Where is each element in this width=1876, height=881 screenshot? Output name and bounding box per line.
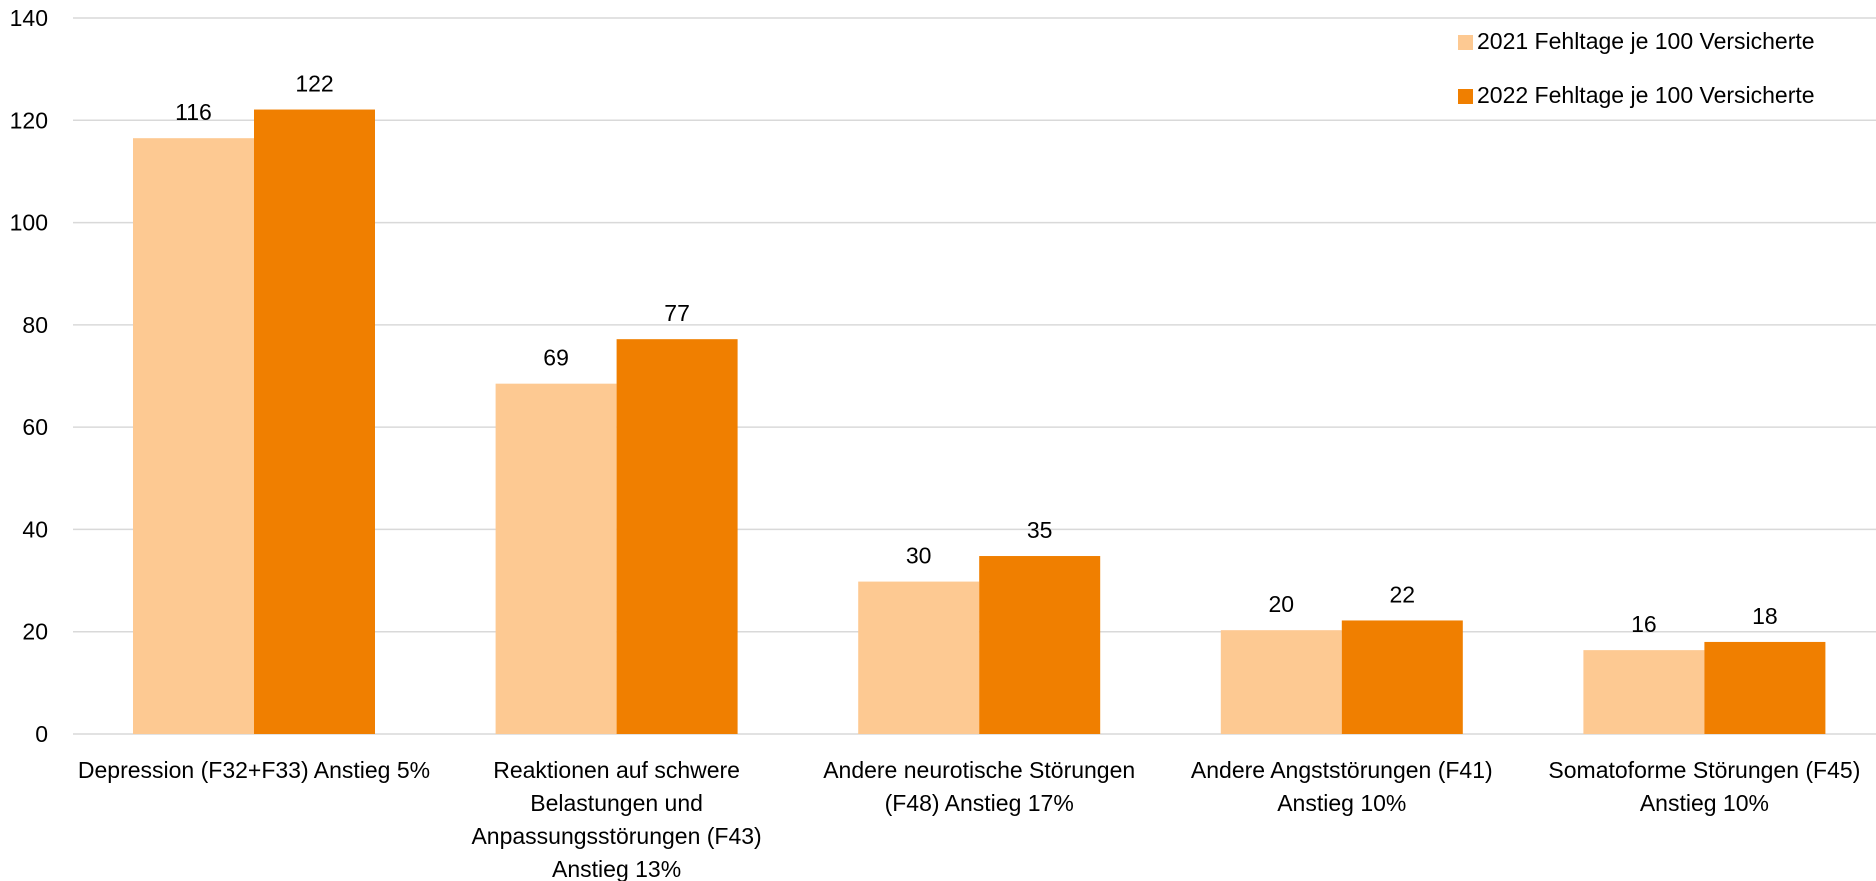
y-tick-label: 140 — [10, 5, 48, 31]
bars — [133, 109, 1826, 734]
data-label: 16 — [1631, 611, 1657, 637]
bar-2022-cat-0 — [254, 109, 375, 734]
y-tick-label: 100 — [10, 210, 48, 236]
data-label: 35 — [1027, 517, 1053, 543]
legend-label: 2022 Fehltage je 100 Versicherte — [1477, 82, 1815, 108]
x-category-label-line: Andere neurotische Störungen — [823, 757, 1135, 783]
x-category-label-line: Anstieg 10% — [1277, 790, 1406, 816]
bar-2022-cat-3 — [1341, 620, 1463, 734]
bar-2021-cat-2 — [858, 581, 980, 734]
y-tick-label: 120 — [10, 107, 48, 133]
data-label: 122 — [295, 71, 333, 97]
y-tick-label: 40 — [22, 516, 48, 542]
x-category-label-line: Anstieg 13% — [552, 856, 681, 881]
bar-2021-cat-0 — [133, 138, 254, 734]
data-label: 77 — [664, 300, 690, 326]
x-category-label-line: Andere Angststörungen (F41) — [1191, 757, 1493, 783]
bar-2022-cat-2 — [979, 556, 1101, 734]
legend-swatch — [1458, 35, 1473, 50]
legend-label: 2021 Fehltage je 100 Versicherte — [1477, 28, 1815, 54]
x-category-label-line: (F48) Anstieg 17% — [885, 790, 1074, 816]
x-category-label-line: Depression (F32+F33) Anstieg 5% — [78, 757, 430, 783]
legend-swatch — [1458, 89, 1473, 104]
x-category-label-line: Reaktionen auf schwere — [493, 757, 740, 783]
legend: 2021 Fehltage je 100 Versicherte 2022 Feh… — [1458, 28, 1815, 108]
data-labels: 116 69 30 20 16 122 77 35 22 18 — [175, 71, 1778, 638]
bar-2022-cat-1 — [616, 339, 738, 734]
data-label: 69 — [543, 345, 569, 371]
y-axis-ticks: 0 20 40 60 80 100 120 140 — [10, 5, 48, 747]
bar-2021-cat-4 — [1583, 650, 1705, 734]
x-category-label: Andere neurotische Störungen (F48) Anstie… — [823, 757, 1135, 816]
data-label: 30 — [906, 543, 932, 569]
bar-2022-cat-4 — [1704, 641, 1826, 734]
x-category-label-line: Somatoforme Störungen (F45) — [1548, 757, 1860, 783]
y-tick-label: 20 — [22, 619, 48, 645]
y-tick-label: 0 — [35, 721, 48, 747]
x-category-label: Depression (F32+F33) Anstieg 5% — [78, 757, 430, 783]
bar-2021-cat-3 — [1220, 630, 1342, 734]
y-tick-label: 60 — [22, 414, 48, 440]
x-category-label-line: Anstieg 10% — [1640, 790, 1769, 816]
data-label: 18 — [1752, 603, 1778, 629]
y-tick-label: 80 — [22, 312, 48, 338]
bar-2021-cat-1 — [495, 383, 617, 734]
x-category-label: Andere Angststörungen (F41) Anstieg 10% — [1191, 757, 1493, 816]
x-category-label-line: Anpassungsstörungen (F43) — [471, 823, 761, 849]
x-category-label: Reaktionen auf schwere Belastungen und Anp… — [471, 757, 761, 881]
data-label: 116 — [175, 99, 212, 125]
data-label: 22 — [1390, 581, 1416, 607]
x-category-label-line: Belastungen und — [530, 790, 703, 816]
x-category-label: Somatoforme Störungen (F45) Anstieg 10% — [1548, 757, 1860, 816]
x-axis-categories: Depression (F32+F33) Anstieg 5% Reaktione… — [78, 757, 1860, 881]
data-label: 20 — [1269, 591, 1295, 617]
